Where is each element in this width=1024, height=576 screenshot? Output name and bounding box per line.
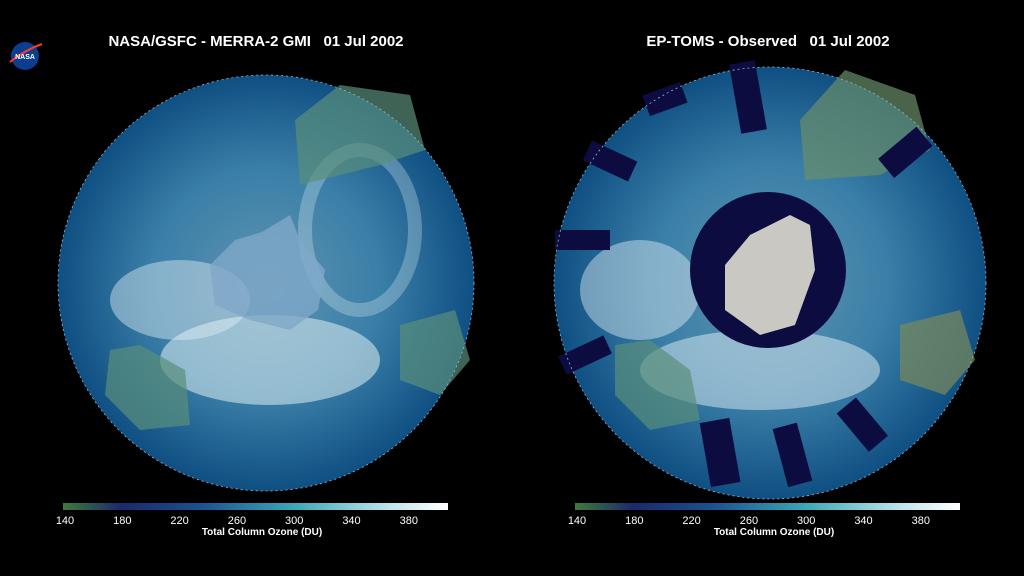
logo-text: NASA bbox=[15, 54, 35, 61]
colorbar-tick-label: 260 bbox=[740, 515, 758, 527]
colorbar-tick-label: 300 bbox=[285, 515, 303, 527]
colorbar-tick-label: 300 bbox=[797, 515, 815, 527]
colorbar: 140 180 220 260 300 340 380 Total Column Ozone … bbox=[56, 503, 448, 538]
colorbar-tick-label: 220 bbox=[170, 515, 188, 527]
data-gaps bbox=[555, 60, 933, 488]
south-america bbox=[295, 85, 425, 185]
left-globe bbox=[57, 74, 475, 492]
gap bbox=[836, 397, 889, 452]
colorbar-tick-label: 380 bbox=[400, 515, 418, 527]
colorbar-tick-label: 340 bbox=[854, 515, 872, 527]
colorbar-ramp bbox=[575, 503, 960, 510]
gap bbox=[772, 422, 813, 488]
colorbar-tick-label: 180 bbox=[113, 515, 131, 527]
ozone-band bbox=[580, 240, 700, 340]
australia bbox=[105, 345, 190, 430]
colorbar-label: Total Column Ozone (DU) bbox=[202, 527, 322, 538]
gap bbox=[558, 335, 612, 375]
colorbar-tick-label: 220 bbox=[682, 515, 700, 527]
gap bbox=[729, 60, 767, 134]
ozone-band bbox=[160, 315, 380, 405]
antarctica bbox=[725, 215, 815, 335]
colorbar-tick-label: 260 bbox=[228, 515, 246, 527]
gap bbox=[555, 230, 610, 250]
colorbar-tick-label: 180 bbox=[625, 515, 643, 527]
colorbar-tick-label: 140 bbox=[568, 515, 586, 527]
globe-edge bbox=[553, 66, 987, 500]
panel-title: EP-TOMS - Observed 01 Jul 2002 bbox=[646, 33, 889, 50]
africa bbox=[900, 310, 975, 395]
gap bbox=[582, 140, 638, 182]
colorbar: 140 180 220 260 300 340 380 Total Column Ozone … bbox=[568, 503, 960, 538]
nasa-logo: NASA bbox=[9, 42, 43, 70]
australia bbox=[615, 340, 700, 430]
gap bbox=[642, 81, 688, 117]
ozone-band bbox=[640, 330, 880, 410]
africa bbox=[400, 310, 470, 395]
globe-edge bbox=[57, 74, 475, 492]
gap bbox=[699, 417, 741, 488]
colorbar-tick-label: 340 bbox=[342, 515, 360, 527]
gap bbox=[878, 126, 933, 179]
logo-swoosh bbox=[9, 43, 43, 63]
colorbar-ramp bbox=[63, 503, 448, 510]
colorbar-label: Total Column Ozone (DU) bbox=[714, 527, 834, 538]
right-globe bbox=[553, 60, 987, 500]
colorbar-tick-label: 380 bbox=[912, 515, 930, 527]
antarctica bbox=[210, 215, 325, 330]
colorbar-tick-label: 140 bbox=[56, 515, 74, 527]
panel-title: NASA/GSFC - MERRA-2 GMI 01 Jul 2002 bbox=[108, 33, 403, 50]
